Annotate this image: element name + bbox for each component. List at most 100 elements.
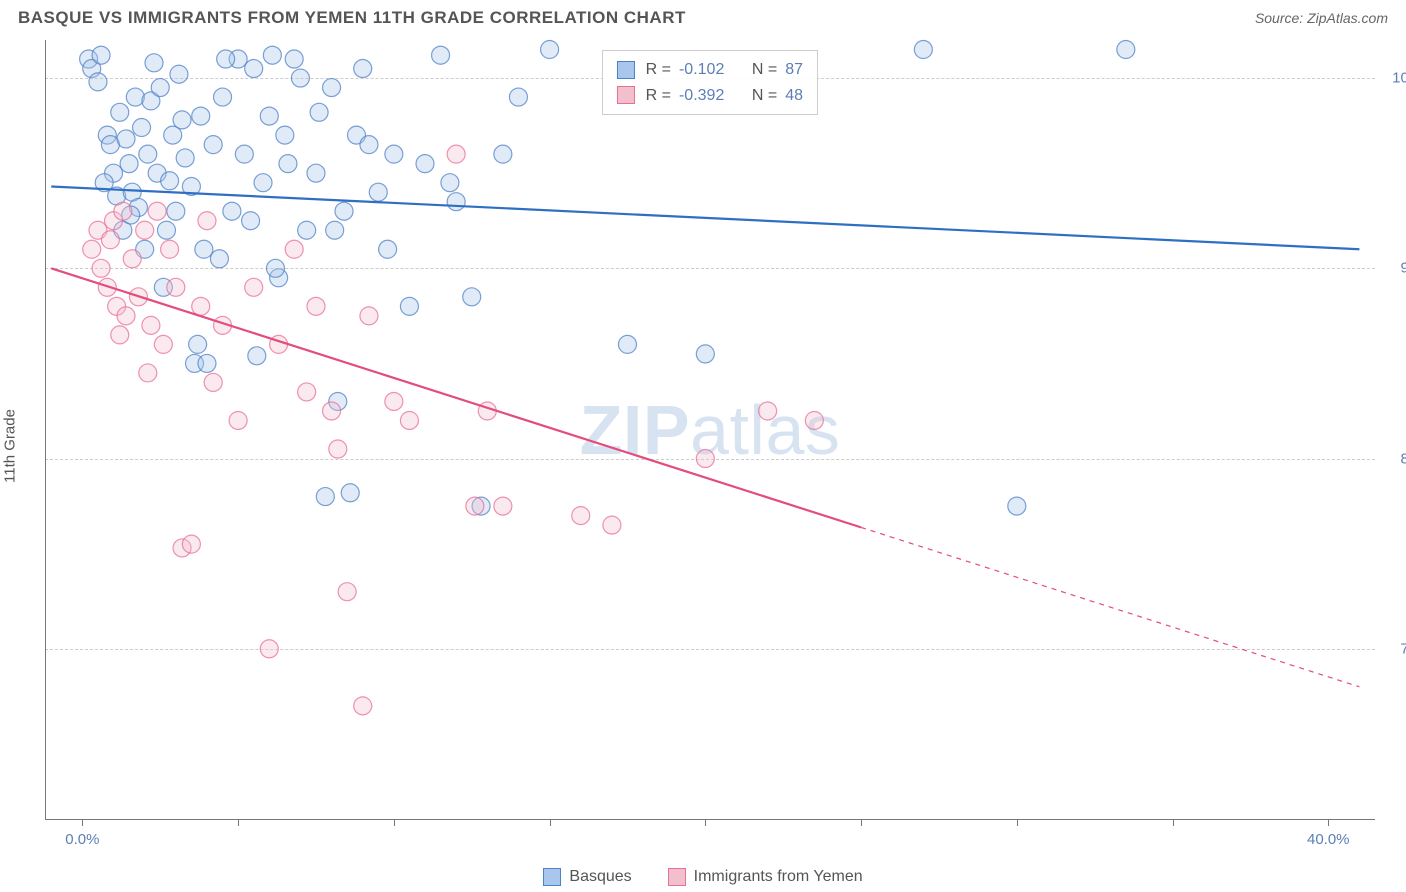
marker-basques <box>307 164 325 182</box>
marker-yemen <box>696 450 714 468</box>
r-label: R = <box>643 83 671 109</box>
marker-yemen <box>494 497 512 515</box>
marker-basques <box>1008 497 1026 515</box>
marker-yemen <box>805 411 823 429</box>
plot-area: ZIPatlas R = -0.102 N = 87 R = -0.392 N … <box>45 40 1375 820</box>
n-value-yemen: 48 <box>785 83 803 109</box>
trend-yemen <box>51 268 861 527</box>
marker-basques <box>263 46 281 64</box>
marker-basques <box>245 60 263 78</box>
x-tick <box>705 820 706 826</box>
marker-basques <box>266 259 284 277</box>
marker-basques <box>173 111 191 129</box>
marker-yemen <box>204 373 222 391</box>
marker-basques <box>89 73 107 91</box>
marker-basques <box>360 136 378 154</box>
marker-yemen <box>759 402 777 420</box>
marker-yemen <box>245 278 263 296</box>
marker-yemen <box>323 402 341 420</box>
marker-basques <box>217 50 235 68</box>
marker-basques <box>618 335 636 353</box>
x-tick <box>1328 820 1329 826</box>
x-tick <box>1173 820 1174 826</box>
marker-basques <box>157 221 175 239</box>
trend-dash-yemen <box>861 527 1359 686</box>
marker-yemen <box>285 240 303 258</box>
marker-yemen <box>182 535 200 553</box>
marker-basques <box>161 172 179 190</box>
marker-basques <box>92 46 110 64</box>
marker-basques <box>235 145 253 163</box>
marker-yemen <box>142 316 160 334</box>
marker-yemen <box>154 335 172 353</box>
marker-basques <box>133 119 151 137</box>
marker-basques <box>198 354 216 372</box>
marker-yemen <box>572 507 590 525</box>
marker-basques <box>298 221 316 239</box>
marker-yemen <box>447 145 465 163</box>
marker-basques <box>260 107 278 125</box>
r-value-basques: -0.102 <box>679 57 724 83</box>
chart-title: BASQUE VS IMMIGRANTS FROM YEMEN 11TH GRA… <box>18 8 686 28</box>
r-label: R = <box>643 57 671 83</box>
y-axis-label: 11th Grade <box>2 409 19 483</box>
chart-container: BASQUE VS IMMIGRANTS FROM YEMEN 11TH GRA… <box>0 0 1406 892</box>
marker-yemen <box>466 497 484 515</box>
marker-yemen <box>298 383 316 401</box>
marker-basques <box>126 88 144 106</box>
title-row: BASQUE VS IMMIGRANTS FROM YEMEN 11TH GRA… <box>0 0 1406 32</box>
x-tick-label: 40.0% <box>1307 831 1350 848</box>
marker-basques <box>210 250 228 268</box>
marker-basques <box>354 60 372 78</box>
marker-yemen <box>360 307 378 325</box>
marker-basques <box>254 174 272 192</box>
marker-basques <box>248 347 266 365</box>
x-tick <box>394 820 395 826</box>
marker-basques <box>416 155 434 173</box>
y-tick-label: 100.0% <box>1392 70 1406 87</box>
marker-basques <box>369 183 387 201</box>
marker-yemen <box>260 640 278 658</box>
n-label: N = <box>749 83 777 109</box>
marker-basques <box>914 41 932 59</box>
source-label: Source: ZipAtlas.com <box>1255 10 1388 26</box>
marker-basques <box>447 193 465 211</box>
marker-basques <box>285 50 303 68</box>
marker-yemen <box>603 516 621 534</box>
marker-basques <box>192 107 210 125</box>
legend-stats-row-yemen: R = -0.392 N = 48 <box>617 83 803 109</box>
marker-basques <box>139 145 157 163</box>
x-tick <box>861 820 862 826</box>
swatch-yemen-icon <box>668 868 686 886</box>
x-tick-label: 0.0% <box>65 831 99 848</box>
marker-basques <box>494 145 512 163</box>
marker-basques <box>170 65 188 83</box>
legend-bottom: Basques Immigrants from Yemen <box>0 868 1406 886</box>
marker-basques <box>316 488 334 506</box>
marker-basques <box>463 288 481 306</box>
x-tick <box>82 820 83 826</box>
marker-yemen <box>148 202 166 220</box>
marker-yemen <box>354 697 372 715</box>
marker-yemen <box>101 231 119 249</box>
marker-yemen <box>92 259 110 277</box>
legend-stats: R = -0.102 N = 87 R = -0.392 N = 48 <box>602 50 818 115</box>
marker-basques <box>120 155 138 173</box>
marker-basques <box>145 54 163 72</box>
swatch-basques <box>617 61 635 79</box>
marker-yemen <box>167 278 185 296</box>
marker-basques <box>189 335 207 353</box>
marker-basques <box>242 212 260 230</box>
marker-yemen <box>198 212 216 230</box>
marker-basques <box>696 345 714 363</box>
marker-basques <box>400 297 418 315</box>
legend-stats-row-basques: R = -0.102 N = 87 <box>617 57 803 83</box>
marker-basques <box>310 103 328 121</box>
marker-yemen <box>307 297 325 315</box>
marker-basques <box>167 202 185 220</box>
marker-yemen <box>123 250 141 268</box>
legend-item-yemen: Immigrants from Yemen <box>668 868 863 886</box>
marker-basques <box>176 149 194 167</box>
marker-yemen <box>136 221 154 239</box>
marker-basques <box>195 240 213 258</box>
